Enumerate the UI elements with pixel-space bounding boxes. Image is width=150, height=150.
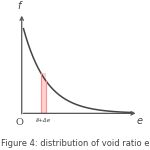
Text: e̅+Δe: e̅+Δe <box>36 118 51 123</box>
Text: e: e <box>136 116 142 126</box>
Text: Figure 4: distribution of void ratio e: Figure 4: distribution of void ratio e <box>1 140 149 148</box>
Text: O: O <box>15 118 23 127</box>
Text: f: f <box>17 1 21 11</box>
